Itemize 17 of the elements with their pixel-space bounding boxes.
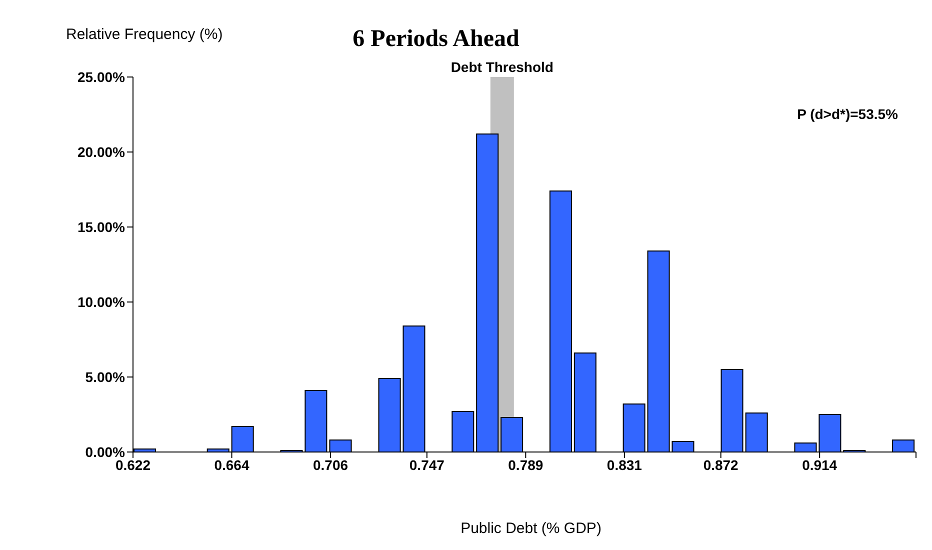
band-label: Debt Threshold [450,59,554,75]
x-tick-label: 0.747 [409,456,445,473]
x-tick-label: 0.789 [508,456,544,473]
x-tick-label: 0.914 [802,456,838,473]
annotation: P (d>d*)=53.5% [797,106,898,122]
y-tick-label: 5.00% [85,368,126,385]
x-tick-label: 0.872 [703,456,739,473]
x-tick-label: 0.831 [606,456,642,473]
x-axis-title: Public Debt (% GDP) [460,520,602,537]
y-tick-label: 25.00% [78,68,126,85]
x-tick-label: 0.664 [214,456,250,473]
x-tick-label: 0.706 [312,456,348,473]
y-axis-title: Relative Frequency (%) [66,26,223,43]
y-tick-label: 20.00% [78,144,126,160]
y-tick-label: 15.00% [78,218,126,235]
chart-title: 6 Periods Ahead [352,26,520,52]
y-tick-label: 10.00% [78,294,126,310]
